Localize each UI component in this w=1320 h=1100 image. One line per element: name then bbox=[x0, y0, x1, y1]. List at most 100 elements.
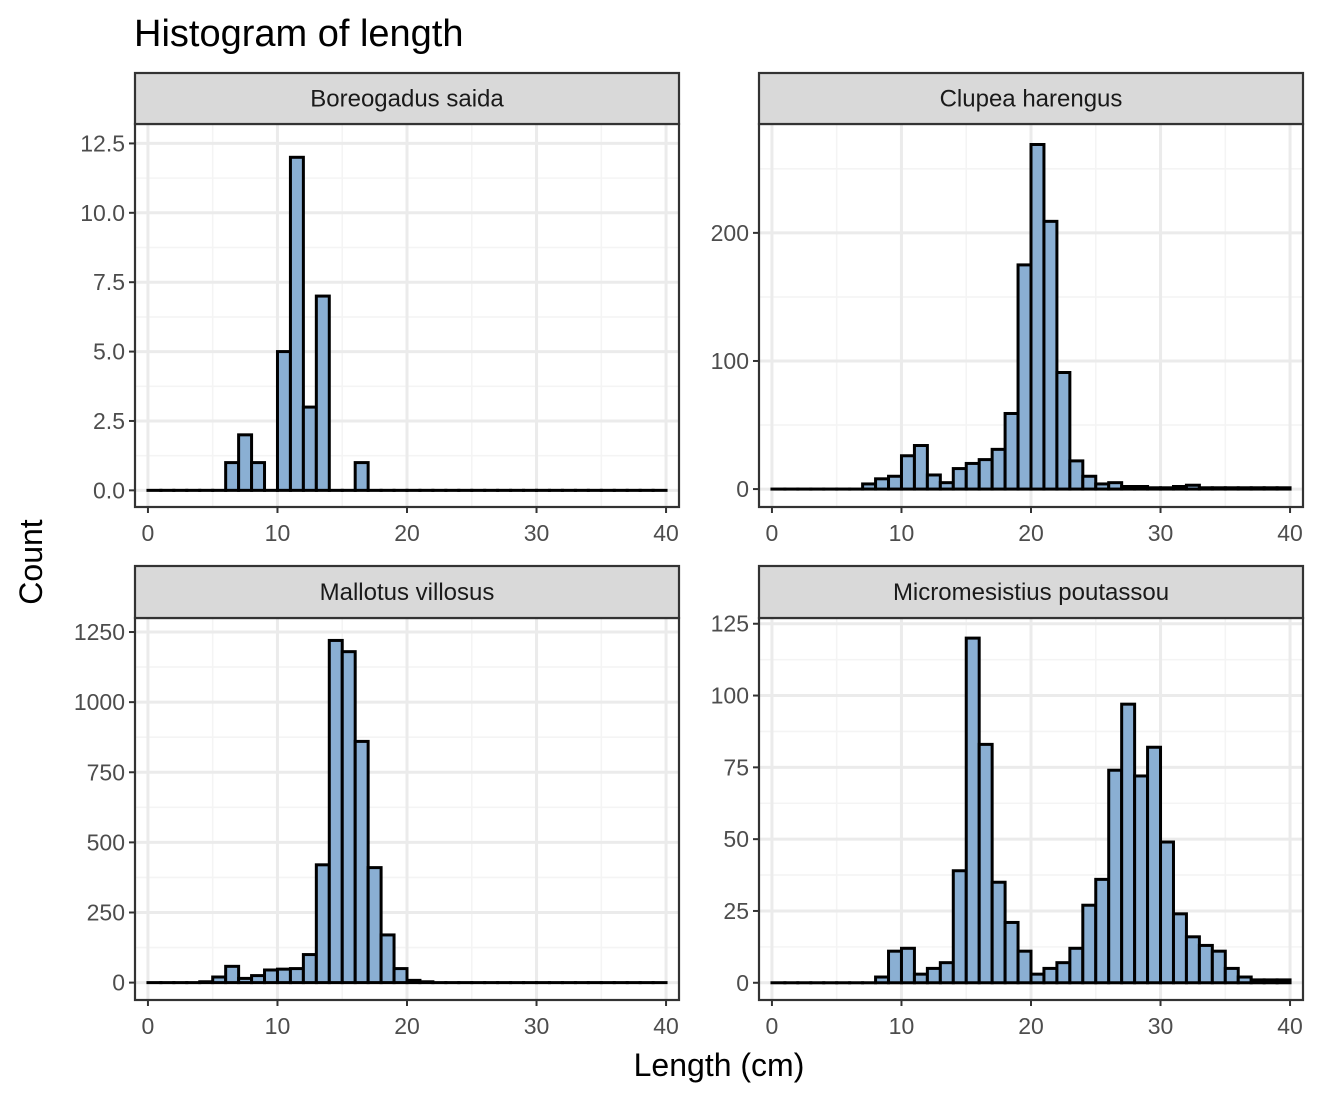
x-tick-label: 10 bbox=[265, 1013, 291, 1039]
histogram-bar bbox=[1171, 485, 1188, 491]
facet-label: Mallotus villosus bbox=[320, 579, 495, 606]
y-tick-label: 5.0 bbox=[93, 339, 125, 365]
histogram-bar bbox=[1107, 481, 1124, 491]
histogram-bar bbox=[340, 650, 357, 985]
x-tick-label: 30 bbox=[1148, 1013, 1174, 1039]
histogram-bar bbox=[418, 980, 435, 985]
histogram-bar bbox=[1210, 949, 1227, 985]
x-tick-label: 30 bbox=[1148, 520, 1174, 546]
y-tick-label: 750 bbox=[87, 759, 125, 785]
histogram-bar bbox=[1068, 946, 1085, 985]
histogram-bar bbox=[977, 458, 994, 491]
y-tick-label: 100 bbox=[711, 348, 749, 374]
histogram-bar bbox=[964, 461, 981, 491]
x-tick-label: 0 bbox=[766, 520, 779, 546]
histogram-bar bbox=[1159, 486, 1175, 491]
facet-micromesistius-poutassou: Micromesistius poutassou 0 25 50 75 100 125 0 10… bbox=[711, 564, 1305, 1039]
histogram-bar bbox=[250, 974, 267, 985]
histogram-bar bbox=[1042, 219, 1059, 491]
histogram-bar bbox=[1249, 978, 1266, 985]
y-tick-label: 1000 bbox=[74, 689, 125, 715]
histogram-bar bbox=[1236, 975, 1253, 985]
histogram-bar bbox=[1029, 972, 1046, 985]
histogram-bar bbox=[314, 294, 331, 492]
y-tick-label: 1250 bbox=[74, 619, 125, 645]
facet-strip bbox=[757, 564, 1305, 620]
histogram-bar bbox=[1197, 486, 1214, 491]
histogram-bar bbox=[288, 967, 305, 985]
facet-label: Boreogadus saida bbox=[310, 86, 504, 113]
histogram-bar bbox=[1146, 745, 1163, 985]
facet-strip bbox=[133, 564, 681, 620]
histogram-bar bbox=[925, 473, 942, 491]
histogram-bar bbox=[1171, 912, 1188, 985]
y-axis-title: Count bbox=[13, 519, 49, 605]
x-tick-label: 30 bbox=[524, 520, 550, 546]
y-tick-label: 200 bbox=[711, 220, 749, 246]
histogram-bar bbox=[327, 638, 344, 985]
histogram-bar bbox=[1068, 459, 1085, 491]
y-tick-label: 250 bbox=[87, 899, 125, 925]
x-axis-title: Length (cm) bbox=[634, 1047, 805, 1083]
histogram-bar bbox=[211, 975, 228, 985]
x-tick-label: 10 bbox=[889, 520, 915, 546]
histogram-bar bbox=[964, 636, 981, 985]
histogram-bar bbox=[250, 461, 267, 492]
histogram-bar bbox=[1029, 142, 1046, 491]
histogram-bar bbox=[1094, 877, 1111, 985]
facet-strip bbox=[757, 71, 1305, 126]
y-tick-label: 12.5 bbox=[80, 130, 125, 156]
facet-strip bbox=[133, 71, 681, 126]
histogram-bar bbox=[275, 350, 292, 492]
histogram-bar bbox=[1042, 966, 1059, 985]
histogram-bar bbox=[912, 444, 929, 491]
histogram-bar bbox=[1081, 474, 1098, 491]
histogram-bar bbox=[1262, 978, 1279, 985]
histogram-bar bbox=[938, 481, 955, 491]
histogram-bar bbox=[1184, 935, 1201, 985]
y-tick-label: 0.0 bbox=[93, 477, 125, 503]
x-tick-label: 20 bbox=[1018, 1013, 1044, 1039]
y-tick-label: 2.5 bbox=[93, 408, 125, 434]
histogram-bar bbox=[1223, 966, 1240, 985]
histogram-bar bbox=[405, 978, 422, 985]
y-tick-label: 0 bbox=[736, 970, 749, 996]
y-tick-label: 500 bbox=[87, 829, 125, 855]
histogram-bar bbox=[990, 880, 1007, 985]
x-tick-label: 40 bbox=[1277, 1013, 1303, 1039]
x-tick-label: 20 bbox=[394, 520, 420, 546]
y-tick-label: 10.0 bbox=[80, 200, 125, 226]
x-tick-label: 0 bbox=[766, 1013, 779, 1039]
y-tick-label: 7.5 bbox=[93, 269, 125, 295]
x-tick-label: 30 bbox=[524, 1013, 550, 1039]
facet-mallotus-villosus: Mallotus villosus 0 250 500 750 1000 1250 0 10 20… bbox=[74, 564, 681, 1039]
y-tick-label: 75 bbox=[723, 754, 749, 780]
histogram-bar bbox=[1223, 486, 1240, 491]
histogram-bar bbox=[951, 467, 968, 491]
histogram-bar bbox=[1003, 920, 1020, 985]
histogram-bar bbox=[1275, 978, 1292, 985]
histogram-bar bbox=[990, 447, 1007, 491]
histogram-bar bbox=[1262, 486, 1279, 491]
histogram-bar bbox=[1081, 903, 1098, 985]
histogram-bar bbox=[1107, 768, 1124, 985]
histogram-bar bbox=[951, 869, 968, 985]
histogram-bar bbox=[392, 967, 409, 985]
histogram-bar bbox=[977, 742, 994, 985]
histogram-bar bbox=[1275, 486, 1292, 491]
histogram-bar bbox=[237, 433, 254, 492]
histogram-bar bbox=[237, 976, 254, 985]
histogram-bar bbox=[899, 454, 916, 491]
histogram-bar bbox=[874, 477, 891, 491]
histogram-bar bbox=[1133, 485, 1150, 491]
y-tick-label: 0 bbox=[112, 970, 125, 996]
y-tick-label: 125 bbox=[711, 611, 749, 637]
histogram-bar bbox=[1003, 411, 1020, 491]
x-tick-label: 10 bbox=[265, 520, 291, 546]
histogram-bar bbox=[1236, 486, 1253, 491]
histogram-bar bbox=[925, 966, 942, 985]
histogram-bar bbox=[1159, 840, 1175, 985]
histogram-bar bbox=[861, 482, 878, 491]
histogram-bar bbox=[1146, 486, 1163, 491]
